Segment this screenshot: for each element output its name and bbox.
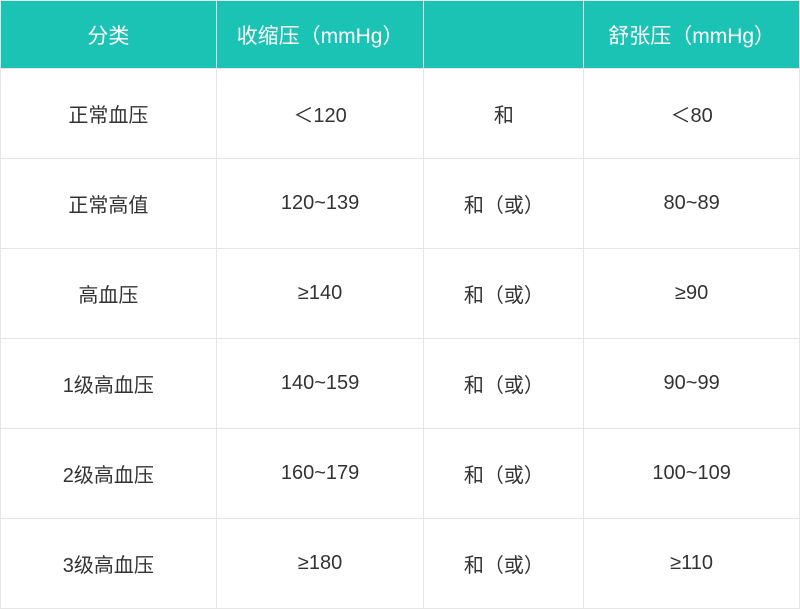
cell-systolic: 160~179 [216,429,424,519]
cell-category: 正常血压 [1,69,217,159]
cell-diastolic: 80~89 [584,159,800,249]
cell-conj: 和（或） [424,159,584,249]
table-row: 3级高血压 ≥180 和（或） ≥110 [1,519,800,609]
table-row: 2级高血压 160~179 和（或） 100~109 [1,429,800,519]
cell-category: 1级高血压 [1,339,217,429]
cell-diastolic: ≥90 [584,249,800,339]
cell-systolic: ≥140 [216,249,424,339]
cell-conj: 和（或） [424,249,584,339]
cell-conj: 和（或） [424,519,584,609]
blood-pressure-table: 分类 收缩压（mmHg） 舒张压（mmHg） 正常血压 ＜120 和 ＜80 正… [0,0,800,609]
header-category: 分类 [1,1,217,69]
cell-diastolic: ＜80 [584,69,800,159]
table-row: 正常血压 ＜120 和 ＜80 [1,69,800,159]
cell-category: 2级高血压 [1,429,217,519]
header-diastolic: 舒张压（mmHg） [584,1,800,69]
table-header-row: 分类 收缩压（mmHg） 舒张压（mmHg） [1,1,800,69]
cell-category: 正常高值 [1,159,217,249]
cell-conj: 和（或） [424,339,584,429]
header-systolic: 收缩压（mmHg） [216,1,424,69]
cell-conj: 和（或） [424,429,584,519]
table-row: 正常高值 120~139 和（或） 80~89 [1,159,800,249]
table-row: 1级高血压 140~159 和（或） 90~99 [1,339,800,429]
cell-systolic: 140~159 [216,339,424,429]
cell-conj: 和 [424,69,584,159]
cell-diastolic: 100~109 [584,429,800,519]
cell-systolic: ≥180 [216,519,424,609]
header-conj [424,1,584,69]
cell-diastolic: 90~99 [584,339,800,429]
cell-category: 高血压 [1,249,217,339]
cell-systolic: ＜120 [216,69,424,159]
cell-category: 3级高血压 [1,519,217,609]
cell-systolic: 120~139 [216,159,424,249]
table-row: 高血压 ≥140 和（或） ≥90 [1,249,800,339]
cell-diastolic: ≥110 [584,519,800,609]
